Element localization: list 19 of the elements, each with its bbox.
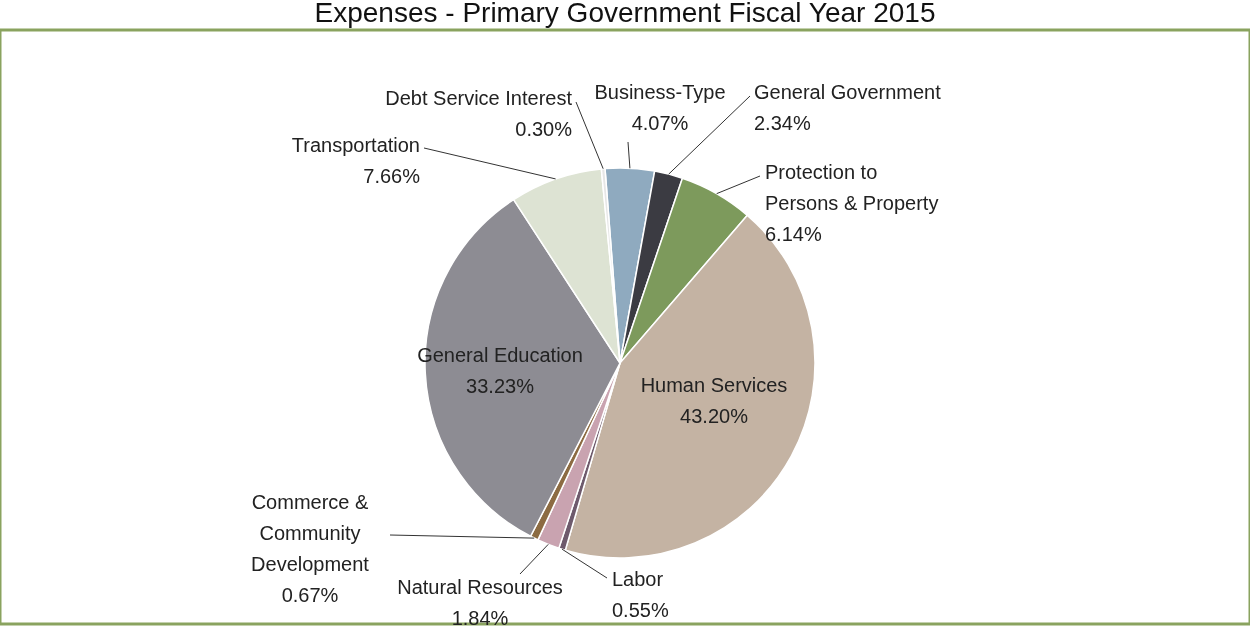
chart-title: Expenses - Primary Government Fiscal Year 2015 [314,0,936,28]
data-label: 0.55% [612,599,669,621]
slice-label: Protection to Persons & Property [765,161,939,214]
data-label: 43.20% [680,405,749,427]
slice-label: Natural Resources [397,576,563,598]
slice-label: Debt Service Interest [385,87,573,109]
data-label: 7.66% [363,165,421,187]
slice-label: Human Services [640,374,788,396]
data-label: 0.67% [281,584,339,606]
slice-label: Labor [612,568,664,590]
slice-label: Business-Type [594,81,726,103]
slice-label: Commerce & Community Development [251,491,370,575]
slice-label: Transportation [291,134,420,156]
slice-label: General Government [754,81,942,103]
data-label: 2.34% [754,112,811,134]
data-label: 4.07% [631,112,689,134]
data-label: 6.14% [765,223,822,245]
data-label: 33.23% [466,375,535,397]
data-label: 0.30% [515,118,573,140]
